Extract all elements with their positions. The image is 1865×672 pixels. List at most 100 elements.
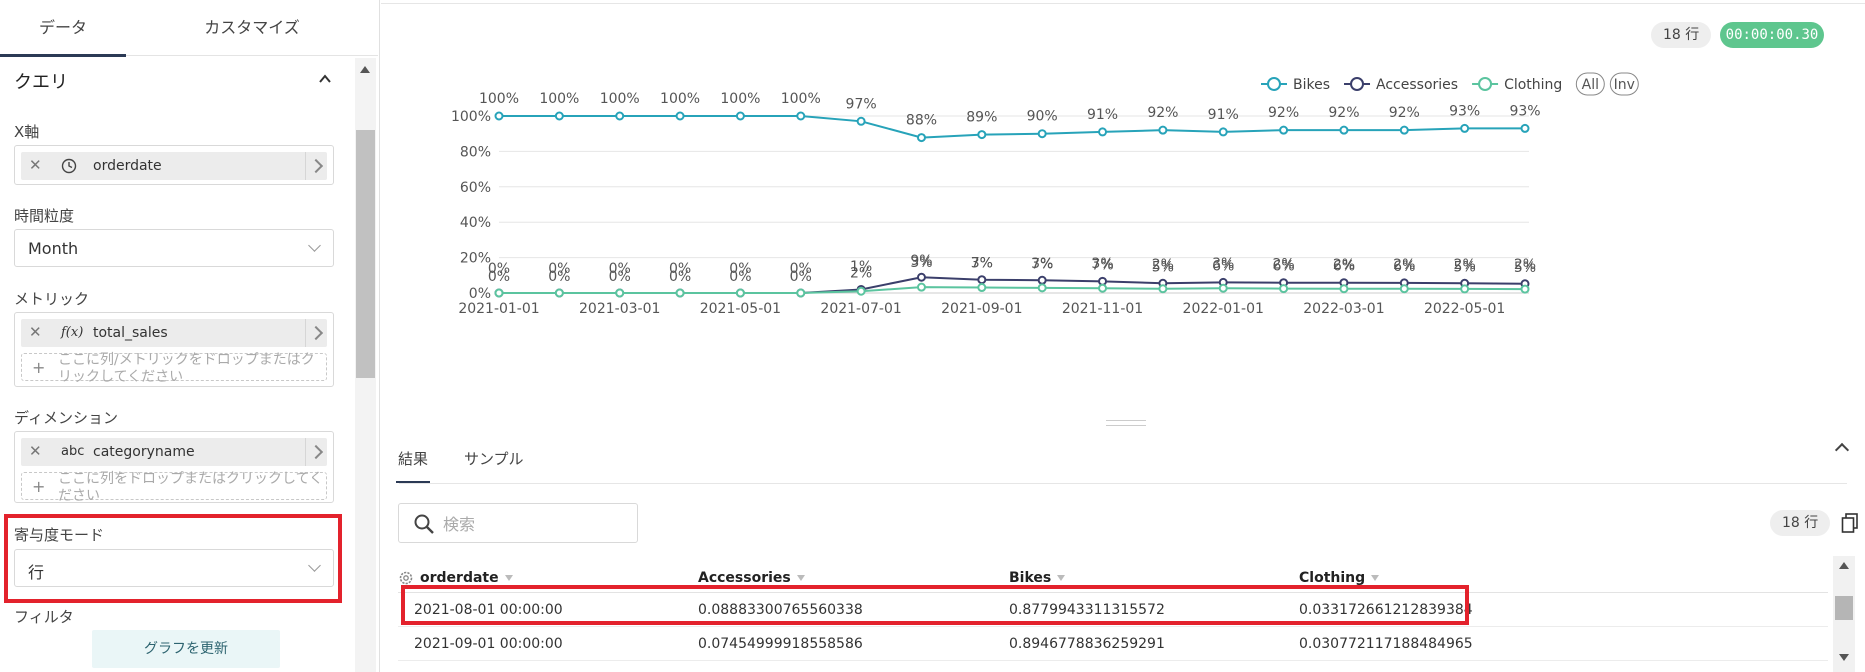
x-tick-label: 2021-11-01 [1062, 301, 1143, 317]
scroll-up-arrow-icon[interactable] [1839, 562, 1849, 569]
x-axis-label: X軸 [14, 123, 40, 141]
dimension-label: ディメンション [14, 409, 118, 427]
dimension-drop-zone[interactable]: + ここに列をドロップまたはクリックしてください [21, 471, 327, 504]
search-icon [414, 514, 434, 534]
highlight-box [4, 514, 342, 603]
data-point [1339, 284, 1349, 294]
time-grain-select[interactable]: Month [14, 229, 334, 267]
chevron-right-icon[interactable] [305, 319, 327, 347]
data-point [1037, 283, 1047, 293]
scroll-up-arrow-icon[interactable] [360, 66, 370, 73]
data-label: 0% [729, 261, 751, 277]
panel-scrollbar-thumb[interactable] [356, 130, 375, 378]
data-label: 2% [1454, 257, 1476, 273]
cell-clothing: 0.033172661212839384 [1299, 602, 1473, 618]
dimension-field[interactable]: ✕ abc categoryname + ここに列をドロップまたはクリックしてく… [14, 431, 334, 504]
query-time-badge: 00:00:00.30 [1720, 22, 1824, 48]
column-header-orderdate[interactable]: orderdate [420, 570, 513, 586]
data-point [554, 288, 564, 298]
data-label: 0% [609, 269, 631, 285]
cell-clothing: 0.030772117188484965 [1299, 636, 1473, 652]
data-label: 0% [729, 269, 751, 285]
column-header-bikes[interactable]: Bikes [1009, 570, 1066, 586]
data-label: 100% [781, 91, 821, 107]
x-axis-field[interactable]: ✕ orderdate [14, 145, 334, 185]
chevron-right-icon[interactable] [305, 438, 327, 466]
data-point [1158, 284, 1168, 294]
metric-chip[interactable]: ✕ f(x) total_sales [21, 319, 327, 347]
data-label: 2% [1272, 257, 1294, 273]
data-label: 93% [1449, 103, 1480, 119]
data-label: 3% [1031, 256, 1053, 272]
remove-metric-icon[interactable]: ✕ [29, 323, 42, 341]
y-tick-label: 60% [460, 180, 491, 196]
x-tick-label: 2022-03-01 [1303, 301, 1384, 317]
y-tick-label: 100% [451, 109, 491, 125]
chart-series: 100% 100% 100% 100% 100% 100% 97% 88% 89% 90% 91% 9… [479, 91, 1541, 298]
results-area: 18 行 00:00:00.30 0% 20% 40% 60% 80% 100% 2021… [381, 0, 1865, 672]
table-scrollbar-thumb[interactable] [1835, 596, 1853, 620]
remove-x-axis-icon[interactable]: ✕ [29, 156, 42, 174]
x-tick-label: 2021-03-01 [579, 301, 660, 317]
data-label: 3% [1091, 256, 1113, 272]
contribution-mode-value: 行 [28, 563, 45, 582]
search-box[interactable] [398, 503, 638, 543]
panel-tabs: データ カスタマイズ [0, 0, 378, 57]
data-label: 0% [609, 261, 631, 277]
data-point [494, 111, 504, 121]
column-header-clothing[interactable]: Clothing [1299, 570, 1380, 586]
legend-invert-button[interactable] [1609, 72, 1639, 96]
tab-customize[interactable]: カスタマイズ [204, 18, 300, 37]
metric-drop-hint: ここに列/メトリックをドロップまたはクリックしてください [58, 352, 315, 385]
remove-dimension-icon[interactable]: ✕ [29, 442, 42, 460]
data-label: 5% [1514, 260, 1536, 276]
cell-bikes: 0.8946778836259291 [1009, 636, 1165, 652]
data-point [977, 130, 987, 140]
data-label: 2% [1152, 257, 1174, 273]
data-label: 9% [910, 253, 932, 269]
scroll-down-arrow-icon[interactable] [1839, 654, 1849, 661]
contribution-mode-select[interactable]: 行 [14, 549, 334, 587]
resize-handle[interactable] [1106, 420, 1146, 426]
tab-results[interactable]: 結果 [395, 450, 431, 483]
text-type-icon: abc [61, 444, 85, 459]
metric-field-name: total_sales [93, 325, 168, 341]
column-header-accessories[interactable]: Accessories [698, 570, 805, 586]
chevron-up-icon[interactable] [318, 72, 332, 86]
x-axis-chip[interactable]: ✕ orderdate [21, 152, 327, 180]
dimension-chip[interactable]: ✕ abc categoryname [21, 438, 327, 466]
plus-icon: + [32, 358, 46, 377]
collapse-chevron-icon[interactable] [1834, 442, 1850, 458]
data-label: 100% [600, 91, 640, 107]
series-line-accessories [499, 276, 1526, 294]
table-scrollbar[interactable] [1833, 556, 1855, 672]
metric-drop-zone[interactable]: + ここに列/メトリックをドロップまたはクリックしてください [21, 352, 327, 385]
update-chart-button[interactable]: グラフを更新 [92, 630, 280, 668]
data-point [1520, 284, 1530, 294]
x-tick-label: 2021-09-01 [941, 301, 1022, 317]
table-row[interactable]: 2021-08-01 00:00:00 0.08883300765560338 … [398, 593, 1828, 627]
chart-grid [499, 115, 1529, 294]
legend-inv-label: Inv [1614, 77, 1635, 93]
data-label: 0% [669, 261, 691, 277]
legend-marker [1478, 77, 1493, 91]
data-label: 91% [1208, 107, 1239, 123]
data-point [796, 111, 806, 121]
legend-all-button[interactable] [1575, 72, 1605, 96]
data-point [1399, 284, 1409, 294]
metric-field[interactable]: ✕ f(x) total_sales + ここに列/メトリックをドロップまたはク… [14, 312, 334, 387]
search-input[interactable] [443, 512, 623, 536]
data-label: 92% [1268, 105, 1299, 121]
legend-all-label: All [1582, 77, 1599, 93]
tab-samples[interactable]: サンプル [464, 450, 524, 468]
time-grain-label: 時間粒度 [14, 207, 75, 225]
tab-data[interactable]: データ [0, 0, 126, 57]
data-label: 0% [488, 269, 510, 285]
chevron-right-icon[interactable] [305, 152, 327, 180]
copy-icon[interactable] [1841, 513, 1859, 533]
gear-icon[interactable] [398, 570, 414, 586]
table-row[interactable]: 2021-09-01 00:00:00 0.07454999918558586 … [398, 627, 1828, 661]
x-tick-label: 2021-07-01 [820, 301, 901, 317]
y-tick-label: 80% [460, 144, 491, 160]
